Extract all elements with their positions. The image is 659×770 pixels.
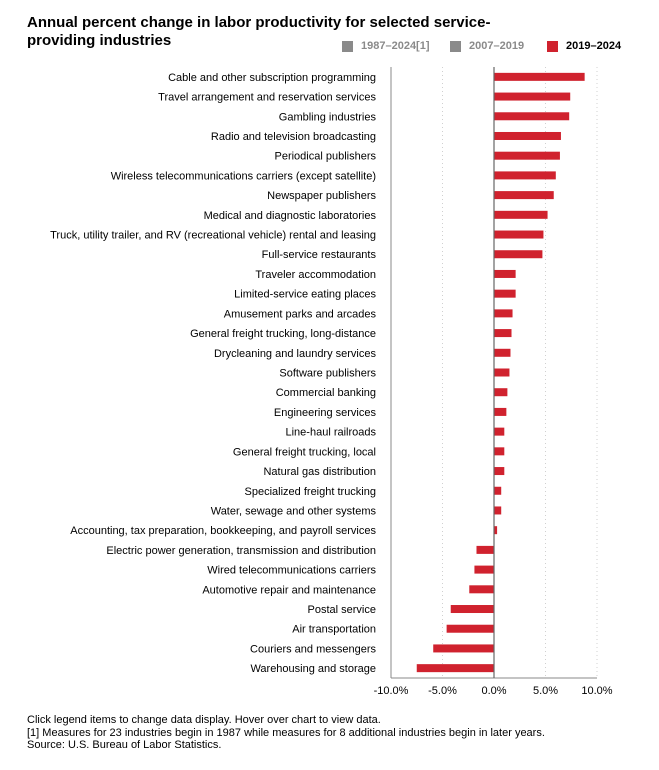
category-label: Periodical publishers (275, 151, 377, 163)
x-tick-label: 0.0% (481, 685, 506, 697)
category-label: Warehousing and storage (250, 663, 376, 675)
x-tick-label: -10.0% (374, 685, 409, 697)
bar[interactable] (494, 250, 543, 259)
category-label: Water, sewage and other systems (211, 505, 377, 517)
category-label: Traveler accommodation (255, 269, 376, 281)
category-label: Couriers and messengers (250, 643, 376, 655)
legend-swatch (342, 40, 353, 52)
category-label: General freight trucking, local (233, 446, 376, 458)
bar[interactable] (494, 348, 511, 357)
category-label: Electric power generation, transmission … (106, 545, 376, 557)
category-label: Full-service restaurants (262, 249, 377, 261)
bar[interactable] (494, 447, 505, 456)
bar[interactable] (494, 112, 570, 121)
category-label: Software publishers (279, 368, 376, 380)
bar[interactable] (494, 467, 505, 476)
category-label: Postal service (308, 604, 376, 616)
bar[interactable] (494, 526, 498, 535)
bar[interactable] (433, 644, 494, 653)
category-label: Automotive repair and maintenance (202, 584, 376, 596)
legend-label: 2019–2024 (566, 40, 622, 52)
bar[interactable] (476, 545, 494, 554)
legend-item-2019-2024[interactable]: 2019–2024 (547, 40, 621, 52)
bar[interactable] (474, 565, 494, 574)
category-label: Gambling industries (279, 111, 377, 123)
bar[interactable] (494, 388, 508, 397)
category-label: Medical and diagnostic laboratories (204, 210, 377, 222)
category-label: Limited-service eating places (234, 289, 376, 301)
x-tick-label: 10.0% (581, 685, 612, 697)
bar[interactable] (494, 269, 516, 278)
bar[interactable] (494, 72, 585, 81)
footer-note: [1] Measures for 23 industries begin in … (27, 726, 545, 739)
category-label: Amusement parks and arcades (224, 308, 377, 320)
x-tick-label: 5.0% (533, 685, 558, 697)
category-label: Wireless telecommunications carriers (ex… (111, 170, 376, 182)
legend-swatch (450, 40, 461, 52)
legend-item-1987-2024[interactable]: 1987–2024[1] (342, 40, 430, 52)
legend-label: 2007–2019 (469, 40, 525, 52)
category-label: Specialized freight trucking (245, 486, 376, 498)
bar-chart[interactable]: Cable and other subscription programming… (0, 0, 659, 710)
chart-legend: 1987–2024[1] 2007–2019 2019–2024 (340, 40, 640, 54)
category-label: Wired telecommunications carriers (207, 565, 376, 577)
bar[interactable] (469, 585, 494, 594)
category-label: General freight trucking, long-distance (190, 328, 376, 340)
category-label: Cable and other subscription programming (168, 72, 376, 84)
bar[interactable] (494, 289, 516, 298)
bar[interactable] (494, 329, 512, 338)
category-label: Travel arrangement and reservation servi… (158, 92, 376, 104)
category-label: Air transportation (292, 624, 376, 636)
footer-source: Source: U.S. Bureau of Labor Statistics. (27, 739, 222, 751)
category-label: Accounting, tax preparation, bookkeeping… (70, 525, 376, 537)
category-label: Natural gas distribution (263, 466, 376, 478)
chart-footer: Click legend items to change data displa… (27, 714, 647, 752)
category-label: Line-haul railroads (286, 427, 377, 439)
category-label: Truck, utility trailer, and RV (recreati… (50, 230, 376, 242)
bar[interactable] (494, 368, 510, 377)
bar[interactable] (494, 407, 507, 416)
bar[interactable] (494, 171, 556, 180)
legend-swatch (547, 40, 558, 52)
legend-label: 1987–2024[1] (361, 40, 430, 52)
category-label: Radio and television broadcasting (211, 131, 376, 143)
bar[interactable] (494, 210, 548, 219)
x-tick-label: -5.0% (428, 685, 457, 697)
category-label: Drycleaning and laundry services (214, 348, 377, 360)
bar[interactable] (494, 92, 571, 101)
category-label: Newspaper publishers (267, 190, 376, 202)
bar[interactable] (494, 151, 560, 160)
bar[interactable] (494, 427, 505, 436)
bar[interactable] (494, 506, 502, 515)
category-label: Commercial banking (276, 387, 376, 399)
bar[interactable] (494, 230, 544, 239)
bar[interactable] (494, 131, 561, 140)
bar[interactable] (494, 486, 502, 495)
bar[interactable] (416, 664, 494, 673)
legend-item-2007-2019[interactable]: 2007–2019 (450, 40, 524, 52)
bar[interactable] (494, 309, 513, 318)
bar[interactable] (446, 624, 494, 633)
chart-title: Annual percent change in labor productiv… (27, 14, 491, 49)
bar[interactable] (450, 605, 494, 614)
bar[interactable] (494, 191, 554, 200)
footer-instructions: Click legend items to change data displa… (27, 714, 381, 726)
category-label: Engineering services (274, 407, 377, 419)
